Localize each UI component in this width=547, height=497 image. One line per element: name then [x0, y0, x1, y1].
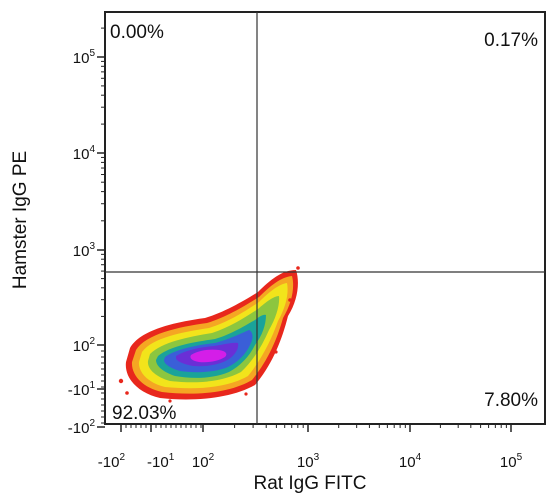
x-tick-label: 105 — [500, 452, 523, 471]
x-axis-title: Rat IgG FITC — [254, 473, 367, 494]
outlier-dot — [296, 266, 300, 270]
y-tick-label: 105 — [73, 48, 96, 67]
x-tick-label: -101 — [147, 452, 175, 471]
outlier-dot — [125, 391, 129, 395]
x-tick-label: 104 — [399, 452, 422, 471]
outlier-dot — [168, 399, 172, 403]
quadrant-label-lower-right: 7.80% — [484, 390, 538, 411]
x-tick-label: 102 — [192, 452, 215, 471]
x-tick-label: 103 — [297, 452, 320, 471]
y-axis-title: Hamster IgG PE — [10, 151, 31, 289]
quadrant-label-upper-left: 0.00% — [110, 22, 164, 43]
y-tick-label: -102 — [68, 418, 96, 437]
quadrant-label-lower-left: 92.03% — [112, 403, 177, 424]
y-axis: -102 -101 102 103 104 105 — [68, 27, 105, 437]
plot-frame — [104, 11, 546, 425]
outlier-dot — [288, 298, 292, 302]
y-tick-label: -101 — [68, 380, 96, 399]
x-tick-label: -102 — [98, 452, 126, 471]
y-tick-label: 104 — [73, 144, 96, 163]
outlier-dot — [118, 378, 124, 384]
outlier-dot — [274, 350, 278, 354]
density-cloud — [118, 266, 300, 403]
y-tick-label: 102 — [73, 336, 96, 355]
x-axis: -102 -101 102 103 104 105 — [98, 424, 523, 471]
quadrant-label-upper-right: 0.17% — [484, 30, 538, 51]
density-level-8 — [190, 349, 227, 363]
outlier-dot — [244, 392, 248, 396]
y-tick-label: 103 — [73, 241, 96, 260]
